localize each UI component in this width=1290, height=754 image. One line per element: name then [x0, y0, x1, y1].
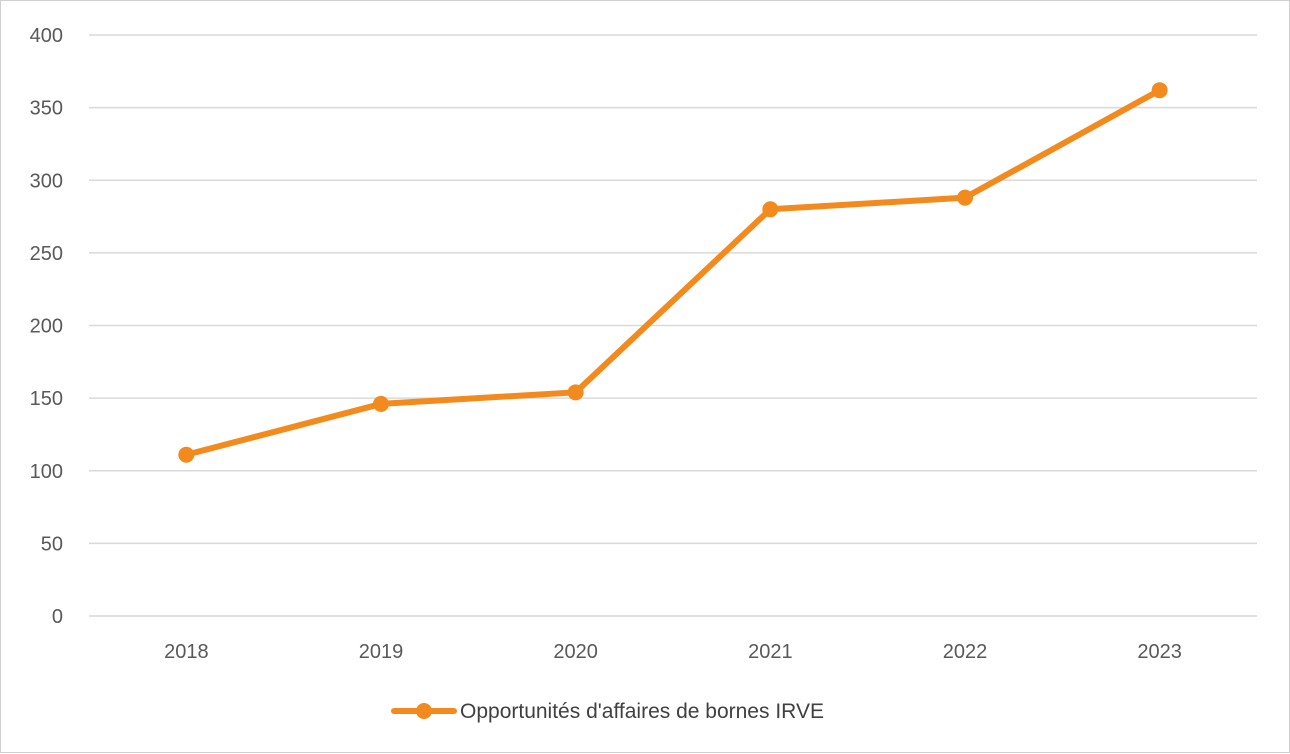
series-group: [178, 82, 1168, 463]
y-tick-label: 150: [30, 388, 63, 410]
x-tick-label: 2021: [748, 641, 793, 663]
y-tick-label: 200: [30, 316, 63, 338]
legend: Opportunités d'affaires de bornes IRVE: [391, 700, 824, 723]
x-tick-label: 2020: [553, 641, 598, 663]
y-tick-label: 50: [41, 533, 63, 555]
y-tick-label: 350: [30, 98, 63, 120]
x-tick-label: 2022: [943, 641, 988, 663]
x-tick-label: 2018: [164, 641, 209, 663]
y-tick-label: 0: [52, 606, 63, 628]
data-point: [762, 201, 779, 218]
legend-marker-swatch: [416, 703, 432, 719]
data-point: [957, 189, 973, 206]
y-tick-label: 300: [30, 170, 63, 192]
gridlines: [89, 34, 1257, 617]
series-line: [183, 87, 1163, 458]
data-point: [567, 384, 584, 401]
legend-label: Opportunités d'affaires de bornes IRVE: [460, 700, 824, 723]
y-tick-label: 100: [30, 461, 63, 483]
data-point: [1151, 82, 1168, 99]
data-point: [373, 395, 389, 412]
x-axis-tick-labels: 2018 2019 2020 2021 2022 2023: [164, 641, 1182, 663]
y-tick-label: 400: [30, 25, 63, 47]
x-tick-label: 2019: [359, 641, 404, 663]
x-tick-label: 2023: [1137, 641, 1182, 663]
y-tick-label: 250: [30, 243, 63, 265]
data-point: [178, 446, 195, 463]
y-axis-tick-labels: 0 50 100 150 200 250 300 350 400: [30, 25, 63, 628]
